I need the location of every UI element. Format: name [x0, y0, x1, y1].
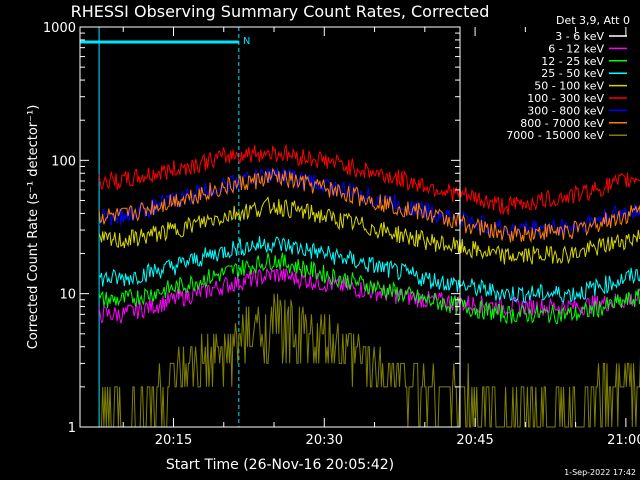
x-axis-label: Start Time (26-Nov-16 20:05:42)	[166, 457, 394, 473]
legend-item-label: 3 - 6 keV	[555, 30, 604, 43]
legend-item-label: 6 - 12 keV	[548, 42, 604, 55]
series-line-6-12-kev	[98, 268, 640, 324]
y-tick-label: 10	[59, 288, 76, 303]
x-tick-label: 20:30	[306, 433, 343, 448]
legend-item-label: 800 - 7000 keV	[520, 117, 604, 130]
legend-item-label: 100 - 300 keV	[527, 92, 604, 105]
x-tick-label: 21:00	[607, 433, 640, 448]
legend-title: Det 3,9, Att 0	[556, 14, 630, 27]
night-marker-label: N	[243, 36, 250, 47]
x-tick-label: 20:15	[155, 433, 192, 448]
series-line-12-25-kev	[98, 252, 640, 325]
series-line-7000-15000-kev	[99, 293, 640, 428]
legend-item-label: 300 - 800 keV	[527, 104, 604, 117]
y-tick-label: 100	[51, 154, 76, 169]
legend-item-label: 50 - 100 keV	[534, 80, 604, 93]
series-line-800-7000-kev	[98, 167, 640, 244]
night-markers: N	[80, 27, 250, 427]
y-tick-label: 1	[68, 421, 76, 436]
legend-item-label: 25 - 50 keV	[541, 67, 604, 80]
timestamp: 1-Sep-2022 17:42	[564, 468, 636, 477]
x-tick-label: 20:45	[456, 433, 493, 448]
y-tick-label: 1000	[43, 21, 76, 36]
chart-title: RHESSI Observing Summary Count Rates, Co…	[71, 2, 490, 21]
series-line-50-100-kev	[98, 196, 640, 265]
legend-item-label: 7000 - 15000 keV	[506, 129, 604, 142]
plot-frame	[79, 26, 461, 428]
series-line-300-800-kev	[98, 167, 640, 239]
series-line-100-300-kev	[98, 143, 640, 216]
legend-item-label: 12 - 25 keV	[541, 55, 604, 68]
y-axis-label: Corrected Count Rate (s⁻¹ detector⁻¹)	[26, 105, 41, 350]
series-layer	[98, 143, 640, 428]
series-line-25-50-kev	[98, 236, 640, 304]
